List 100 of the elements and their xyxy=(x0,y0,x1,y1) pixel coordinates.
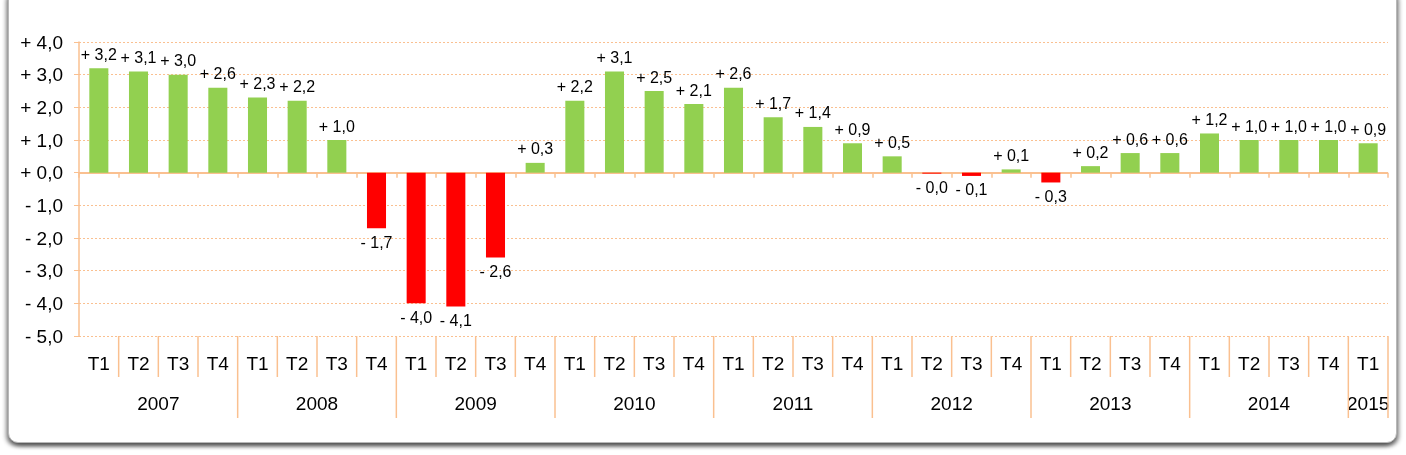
data-label: + 2,5 xyxy=(636,68,673,86)
bar xyxy=(208,87,228,173)
bar xyxy=(366,172,387,229)
data-label: + 2,2 xyxy=(279,78,316,96)
text: 2013 xyxy=(1089,393,1132,414)
bar xyxy=(89,68,109,173)
y-tick-label: + 4,0 xyxy=(20,31,63,53)
bar xyxy=(1318,140,1339,173)
data-label: + 3,1 xyxy=(120,48,157,66)
data-label: + 0,3 xyxy=(517,140,554,158)
x-tick-label: T1 xyxy=(87,353,110,374)
bar xyxy=(644,91,664,173)
bar xyxy=(684,104,704,173)
bar xyxy=(604,71,625,173)
bar xyxy=(803,126,823,173)
text: 2011 xyxy=(772,393,814,414)
data-label: + 3,1 xyxy=(596,48,633,66)
x-tick-label: T3 xyxy=(484,353,507,374)
bar xyxy=(565,100,585,173)
x-tick-label: T4 xyxy=(1317,353,1341,374)
data-label: + 0,9 xyxy=(834,120,871,138)
x-tick-label: T2 xyxy=(1238,353,1261,374)
x-tick-label: T2 xyxy=(286,353,309,374)
data-label: - 0,0 xyxy=(915,179,948,197)
data-label: + 0,2 xyxy=(1072,143,1109,161)
text: 2009 xyxy=(454,393,497,414)
y-tick-label: - 3,0 xyxy=(24,260,63,282)
x-tick-label: T3 xyxy=(1119,353,1142,374)
bar xyxy=(247,97,268,173)
y-tick-label: - 4,0 xyxy=(24,292,63,314)
bar xyxy=(1080,166,1101,173)
x-tick-label: T1 xyxy=(881,353,904,374)
bar xyxy=(842,143,863,173)
bar xyxy=(1199,133,1220,173)
x-tick-label: T3 xyxy=(167,353,190,374)
data-label: + 3,2 xyxy=(80,45,117,63)
x-tick-label: T2 xyxy=(127,353,150,374)
x-tick-label: T4 xyxy=(1000,353,1023,374)
data-label: + 3,0 xyxy=(160,52,197,70)
x-tick-label: T1 xyxy=(1198,353,1221,374)
bar xyxy=(961,172,982,176)
x-tick-label: T2 xyxy=(920,353,943,374)
bar xyxy=(763,117,783,173)
x-tick-label: T3 xyxy=(960,353,983,374)
data-label: + 0,5 xyxy=(874,133,911,151)
x-tick-label: T1 xyxy=(563,353,586,374)
bar xyxy=(1358,143,1378,173)
bar xyxy=(128,71,149,173)
text: 2014 xyxy=(1247,393,1291,414)
x-tick-label: T4 xyxy=(365,353,389,374)
data-label: + 2,6 xyxy=(715,65,752,83)
x-tick-label: T4 xyxy=(682,353,706,374)
text: 2010 xyxy=(613,393,656,414)
data-label: + 0,9 xyxy=(1350,120,1387,138)
bar xyxy=(882,156,902,173)
data-label: + 0,6 xyxy=(1112,130,1149,148)
x-tick-label: T2 xyxy=(762,353,785,374)
data-label: + 2,1 xyxy=(675,81,712,99)
bar xyxy=(1120,153,1140,173)
text: 2012 xyxy=(930,393,973,414)
bar xyxy=(1041,172,1061,183)
data-label: + 2,2 xyxy=(556,78,593,96)
data-label: + 1,0 xyxy=(1270,117,1307,135)
x-tick-label: T1 xyxy=(246,353,269,374)
data-label: - 4,0 xyxy=(400,308,433,326)
bar xyxy=(723,87,744,173)
bar xyxy=(525,162,545,173)
x-tick-label: T2 xyxy=(603,353,626,374)
data-label: + 1,4 xyxy=(794,104,831,122)
data-label: + 2,6 xyxy=(199,65,236,83)
x-tick-label: T4 xyxy=(524,353,547,374)
x-tick-label: T1 xyxy=(1039,353,1062,374)
x-tick-label: T3 xyxy=(643,353,666,374)
x-tick-label: T3 xyxy=(325,353,348,374)
text: 2007 xyxy=(137,393,180,414)
data-label: + 0,6 xyxy=(1151,130,1188,148)
bar xyxy=(446,172,466,307)
y-tick-label: + 1,0 xyxy=(20,129,63,151)
data-label: + 0,1 xyxy=(993,146,1030,164)
bar xyxy=(327,140,347,173)
data-label: + 1,0 xyxy=(318,117,355,135)
x-tick-label: T3 xyxy=(1277,353,1300,374)
data-label: - 1,7 xyxy=(360,233,393,251)
x-tick-label: T2 xyxy=(444,353,467,374)
x-tick-label: T2 xyxy=(1079,353,1102,374)
data-label: + 1,2 xyxy=(1191,110,1228,128)
y-tick-label: - 5,0 xyxy=(24,325,63,347)
bar xyxy=(287,100,307,173)
data-label: - 4,1 xyxy=(439,312,472,330)
bar xyxy=(406,172,426,304)
bar xyxy=(485,172,506,258)
x-tick-label: T1 xyxy=(405,353,428,374)
x-tick-label: T4 xyxy=(841,353,865,374)
x-tick-label: T3 xyxy=(801,353,824,374)
x-tick-label: T1 xyxy=(722,353,745,374)
text: 2015 xyxy=(1347,393,1390,414)
text: 2008 xyxy=(295,393,339,414)
data-label: - 2,6 xyxy=(479,263,512,281)
x-tick-label: T4 xyxy=(206,353,230,374)
data-label: - 0,1 xyxy=(955,181,988,199)
